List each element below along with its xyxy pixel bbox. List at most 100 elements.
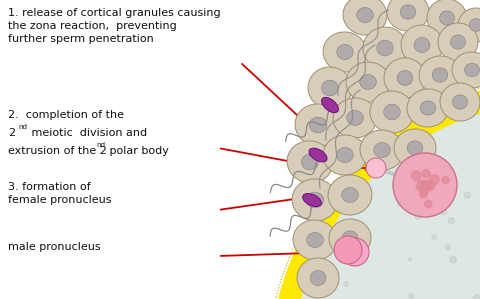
Ellipse shape	[413, 37, 429, 53]
Ellipse shape	[341, 187, 358, 202]
Text: polar body: polar body	[106, 146, 168, 156]
Text: meiotic  division and: meiotic division and	[28, 128, 147, 138]
Ellipse shape	[383, 58, 425, 98]
Ellipse shape	[302, 193, 321, 207]
Ellipse shape	[383, 104, 399, 120]
Circle shape	[431, 235, 436, 239]
Circle shape	[419, 184, 426, 191]
Ellipse shape	[406, 141, 422, 155]
Circle shape	[449, 256, 456, 263]
Circle shape	[425, 187, 430, 193]
Circle shape	[403, 196, 409, 203]
Ellipse shape	[426, 0, 466, 37]
Ellipse shape	[386, 0, 428, 31]
Circle shape	[415, 214, 420, 219]
Ellipse shape	[346, 111, 362, 126]
Ellipse shape	[332, 98, 376, 138]
Circle shape	[420, 187, 427, 195]
Text: 1. release of cortical granules causing
the zona reaction,  preventing
further s: 1. release of cortical granules causing …	[8, 8, 220, 44]
Ellipse shape	[468, 19, 480, 31]
Circle shape	[403, 196, 409, 203]
Circle shape	[420, 180, 429, 189]
Ellipse shape	[321, 97, 338, 113]
Text: nd: nd	[96, 142, 105, 148]
Ellipse shape	[400, 25, 442, 65]
Ellipse shape	[452, 95, 467, 109]
Circle shape	[415, 181, 427, 192]
Circle shape	[340, 238, 368, 266]
Ellipse shape	[393, 129, 435, 167]
Text: nd: nd	[18, 124, 27, 130]
Ellipse shape	[294, 104, 340, 146]
Ellipse shape	[287, 141, 332, 183]
Ellipse shape	[437, 23, 477, 61]
Circle shape	[429, 175, 438, 184]
Circle shape	[410, 171, 420, 181]
Circle shape	[440, 209, 445, 214]
Ellipse shape	[292, 220, 336, 260]
Ellipse shape	[327, 175, 371, 215]
Circle shape	[333, 236, 361, 264]
Ellipse shape	[450, 35, 465, 49]
Circle shape	[447, 218, 454, 224]
Ellipse shape	[309, 117, 326, 133]
Ellipse shape	[336, 45, 352, 60]
Ellipse shape	[306, 192, 323, 208]
Text: extrusion of the 2: extrusion of the 2	[8, 146, 107, 156]
Ellipse shape	[328, 219, 370, 257]
Circle shape	[472, 295, 479, 299]
Ellipse shape	[464, 63, 479, 77]
Ellipse shape	[419, 101, 435, 115]
Circle shape	[408, 294, 413, 298]
Text: 3. formation of
female pronucleus: 3. formation of female pronucleus	[8, 182, 111, 205]
Circle shape	[472, 295, 479, 299]
Ellipse shape	[291, 179, 337, 221]
Text: male pronucleus: male pronucleus	[8, 242, 100, 252]
Circle shape	[425, 187, 430, 193]
Ellipse shape	[359, 130, 403, 170]
Ellipse shape	[418, 56, 460, 94]
Circle shape	[431, 235, 436, 239]
Ellipse shape	[308, 148, 326, 162]
Circle shape	[463, 192, 469, 198]
Circle shape	[444, 244, 449, 249]
Ellipse shape	[307, 67, 351, 109]
Circle shape	[424, 200, 431, 208]
Circle shape	[463, 192, 469, 198]
Ellipse shape	[341, 231, 357, 245]
Circle shape	[365, 158, 385, 178]
Circle shape	[397, 200, 403, 206]
Circle shape	[447, 218, 454, 224]
Circle shape	[291, 102, 480, 299]
Ellipse shape	[345, 62, 389, 102]
Circle shape	[362, 196, 366, 199]
Ellipse shape	[359, 74, 375, 89]
Ellipse shape	[342, 0, 386, 35]
Circle shape	[293, 104, 480, 299]
Ellipse shape	[296, 258, 338, 298]
Ellipse shape	[362, 27, 406, 69]
Circle shape	[440, 209, 445, 214]
Ellipse shape	[439, 83, 479, 121]
Ellipse shape	[323, 135, 366, 175]
Circle shape	[444, 244, 449, 249]
Circle shape	[420, 181, 430, 192]
Circle shape	[405, 190, 410, 195]
Ellipse shape	[306, 233, 323, 248]
Circle shape	[408, 258, 411, 261]
Circle shape	[397, 200, 403, 206]
Ellipse shape	[373, 143, 389, 158]
Ellipse shape	[323, 32, 366, 72]
Circle shape	[392, 153, 456, 217]
Text: 2: 2	[8, 128, 15, 138]
Ellipse shape	[451, 52, 480, 88]
Ellipse shape	[439, 11, 454, 25]
Circle shape	[362, 196, 366, 199]
Ellipse shape	[406, 89, 448, 127]
Circle shape	[415, 214, 420, 219]
Circle shape	[449, 256, 456, 263]
Circle shape	[343, 282, 348, 286]
Circle shape	[408, 258, 411, 261]
Ellipse shape	[310, 271, 325, 286]
Circle shape	[343, 282, 348, 286]
